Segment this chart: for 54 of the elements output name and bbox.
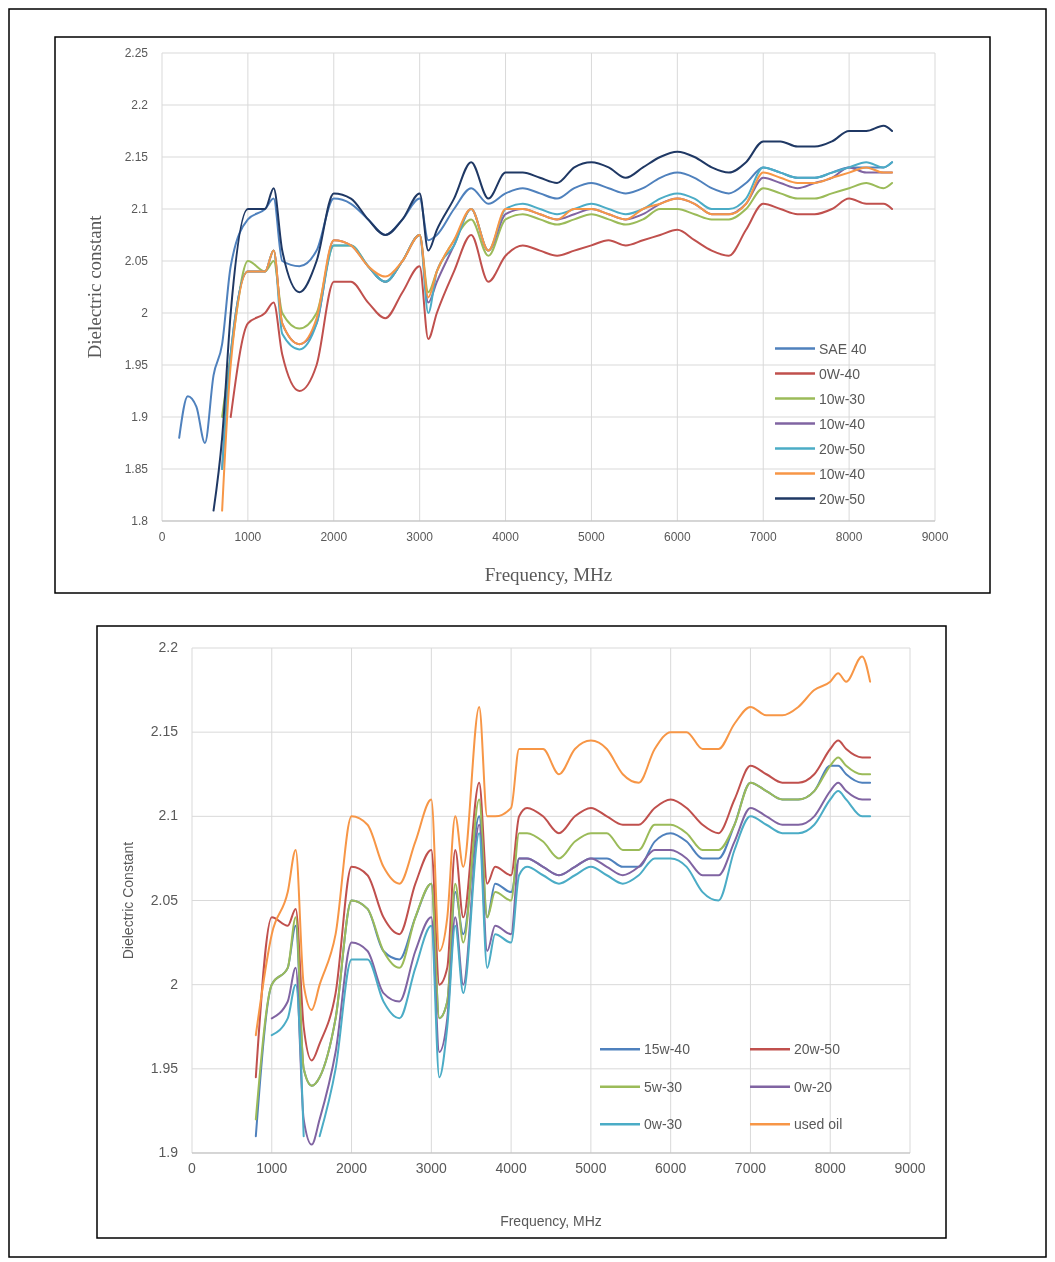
y-tick-label: 2 bbox=[170, 975, 179, 992]
x-tick-label: 0 bbox=[158, 530, 166, 544]
x-axis-title: Frequency, MHz bbox=[500, 1213, 602, 1229]
legend-label: 0W-40 bbox=[819, 365, 861, 382]
y-tick-label: 2.05 bbox=[150, 891, 179, 908]
legend-label: 15w-40 bbox=[644, 1041, 691, 1058]
y-tick-label: 2.15 bbox=[150, 723, 179, 740]
x-tick-label: 8000 bbox=[835, 530, 863, 544]
y-tick-label: 2.2 bbox=[158, 639, 179, 655]
y-tick-label: 2.1 bbox=[158, 807, 179, 824]
y-tick-label: 1.9 bbox=[131, 410, 149, 424]
x-tick-label: 2000 bbox=[335, 1160, 368, 1176]
x-tick-label: 0 bbox=[188, 1160, 197, 1176]
x-tick-label: 3000 bbox=[406, 530, 434, 544]
legend-label: SAE 40 bbox=[819, 340, 867, 357]
legend-label: 5w-30 bbox=[644, 1078, 683, 1095]
legend-label: used oil bbox=[794, 1116, 843, 1133]
x-tick-label: 5000 bbox=[575, 1160, 607, 1176]
legend-label: 0w-30 bbox=[644, 1116, 683, 1133]
y-tick-label: 2.05 bbox=[124, 254, 149, 268]
legend-label: 20w-50 bbox=[819, 490, 866, 507]
x-axis-title: Frequency, MHz bbox=[484, 564, 613, 585]
y-axis-title: Dielectric constant bbox=[84, 214, 105, 359]
legend-label: 20w-50 bbox=[794, 1041, 841, 1058]
y-tick-label: 2.1 bbox=[131, 202, 149, 216]
x-tick-label: 8000 bbox=[814, 1160, 846, 1176]
x-tick-label: 1000 bbox=[256, 1160, 288, 1176]
x-tick-label: 3000 bbox=[415, 1160, 448, 1176]
y-tick-label: 1.95 bbox=[124, 358, 149, 372]
y-tick-label: 2.25 bbox=[124, 46, 149, 60]
legend-label: 20w-50 bbox=[819, 440, 866, 457]
x-tick-label: 6000 bbox=[655, 1160, 687, 1176]
x-tick-label: 6000 bbox=[663, 530, 691, 544]
y-axis-title: Dielectric Constant bbox=[120, 841, 136, 960]
x-tick-label: 9000 bbox=[894, 1160, 926, 1176]
y-tick-label: 1.95 bbox=[150, 1059, 179, 1076]
y-tick-label: 2.2 bbox=[131, 98, 149, 112]
y-tick-label: 1.85 bbox=[124, 462, 149, 476]
x-tick-label: 9000 bbox=[921, 530, 949, 544]
x-tick-label: 7000 bbox=[749, 530, 777, 544]
x-tick-label: 4000 bbox=[495, 1160, 527, 1176]
legend-label: 10w-40 bbox=[819, 465, 866, 482]
x-tick-label: 1000 bbox=[234, 530, 262, 544]
y-tick-label: 1.8 bbox=[131, 514, 149, 528]
y-tick-label: 1.9 bbox=[158, 1144, 179, 1160]
legend-label: 10w-40 bbox=[819, 415, 866, 432]
y-tick-label: 2 bbox=[141, 306, 149, 320]
x-tick-label: 2000 bbox=[320, 530, 348, 544]
legend-label: 0w-20 bbox=[794, 1078, 833, 1095]
legend-label: 10w-30 bbox=[819, 390, 866, 407]
x-tick-label: 7000 bbox=[734, 1160, 767, 1176]
y-tick-label: 2.15 bbox=[124, 150, 149, 164]
x-tick-label: 4000 bbox=[492, 530, 520, 544]
x-tick-label: 5000 bbox=[578, 530, 606, 544]
